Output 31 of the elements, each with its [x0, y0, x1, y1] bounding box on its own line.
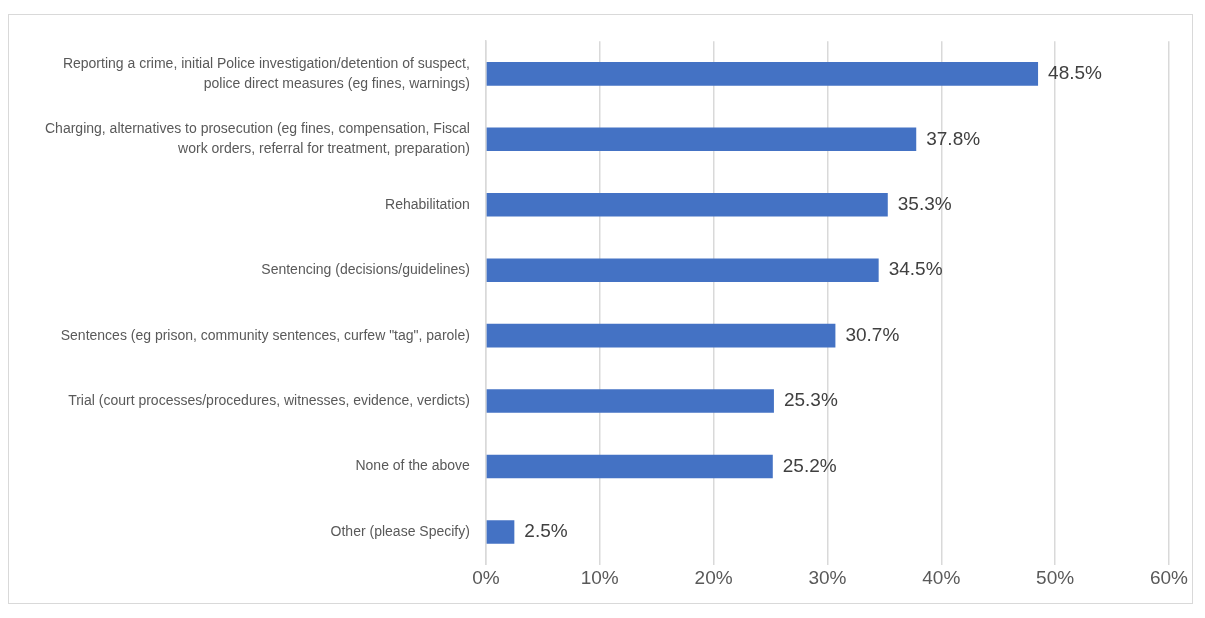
data-label: 30.7% — [845, 323, 900, 345]
data-label: 34.5% — [888, 258, 943, 280]
bar — [486, 520, 515, 544]
data-label: 25.2% — [782, 454, 837, 476]
bar — [486, 127, 917, 152]
x-tick-label: 60% — [1149, 567, 1189, 589]
x-tick-label: 30% — [808, 567, 847, 589]
data-label: 2.5% — [524, 520, 568, 542]
x-tick-label: 40% — [922, 567, 961, 589]
y-tick-label: Sentences (eg prison, community sentences, curfew "tag", parole) — [60, 326, 470, 343]
bar — [486, 192, 888, 217]
y-tick-label: Other (please Specify) — [330, 522, 470, 539]
x-tick-label: 50% — [1036, 567, 1075, 589]
bar — [486, 62, 1039, 86]
y-tick-label: Reporting a crime, initial Police investigation/detention of suspect, police direct measures (eg fines, warnings) — [62, 54, 470, 91]
y-tick-label: None of the above — [355, 457, 471, 474]
data-label: 25.3% — [783, 389, 838, 411]
y-tick-label: Sentencing (decisions/guidelines) — [261, 261, 470, 278]
x-tick-label: 0% — [472, 567, 500, 589]
data-label: 48.5% — [1048, 62, 1103, 84]
bar — [486, 258, 879, 282]
bar — [486, 389, 774, 413]
x-tick-label: 20% — [694, 567, 733, 589]
data-label: 35.3% — [897, 192, 952, 214]
x-tick-label: 10% — [580, 567, 619, 589]
y-tick-label: Charging, alternatives to prosecution (eg fines, compensation, Fiscal work orders, referral for treatment, preparation) — [45, 120, 470, 157]
y-tick-label: Rehabilitation — [385, 195, 470, 212]
data-label: 37.8% — [926, 127, 981, 149]
bar — [486, 323, 836, 348]
bar — [486, 454, 773, 479]
y-tick-label: Trial (court processes/procedures, witnesses, evidence, verdicts) — [68, 391, 470, 408]
